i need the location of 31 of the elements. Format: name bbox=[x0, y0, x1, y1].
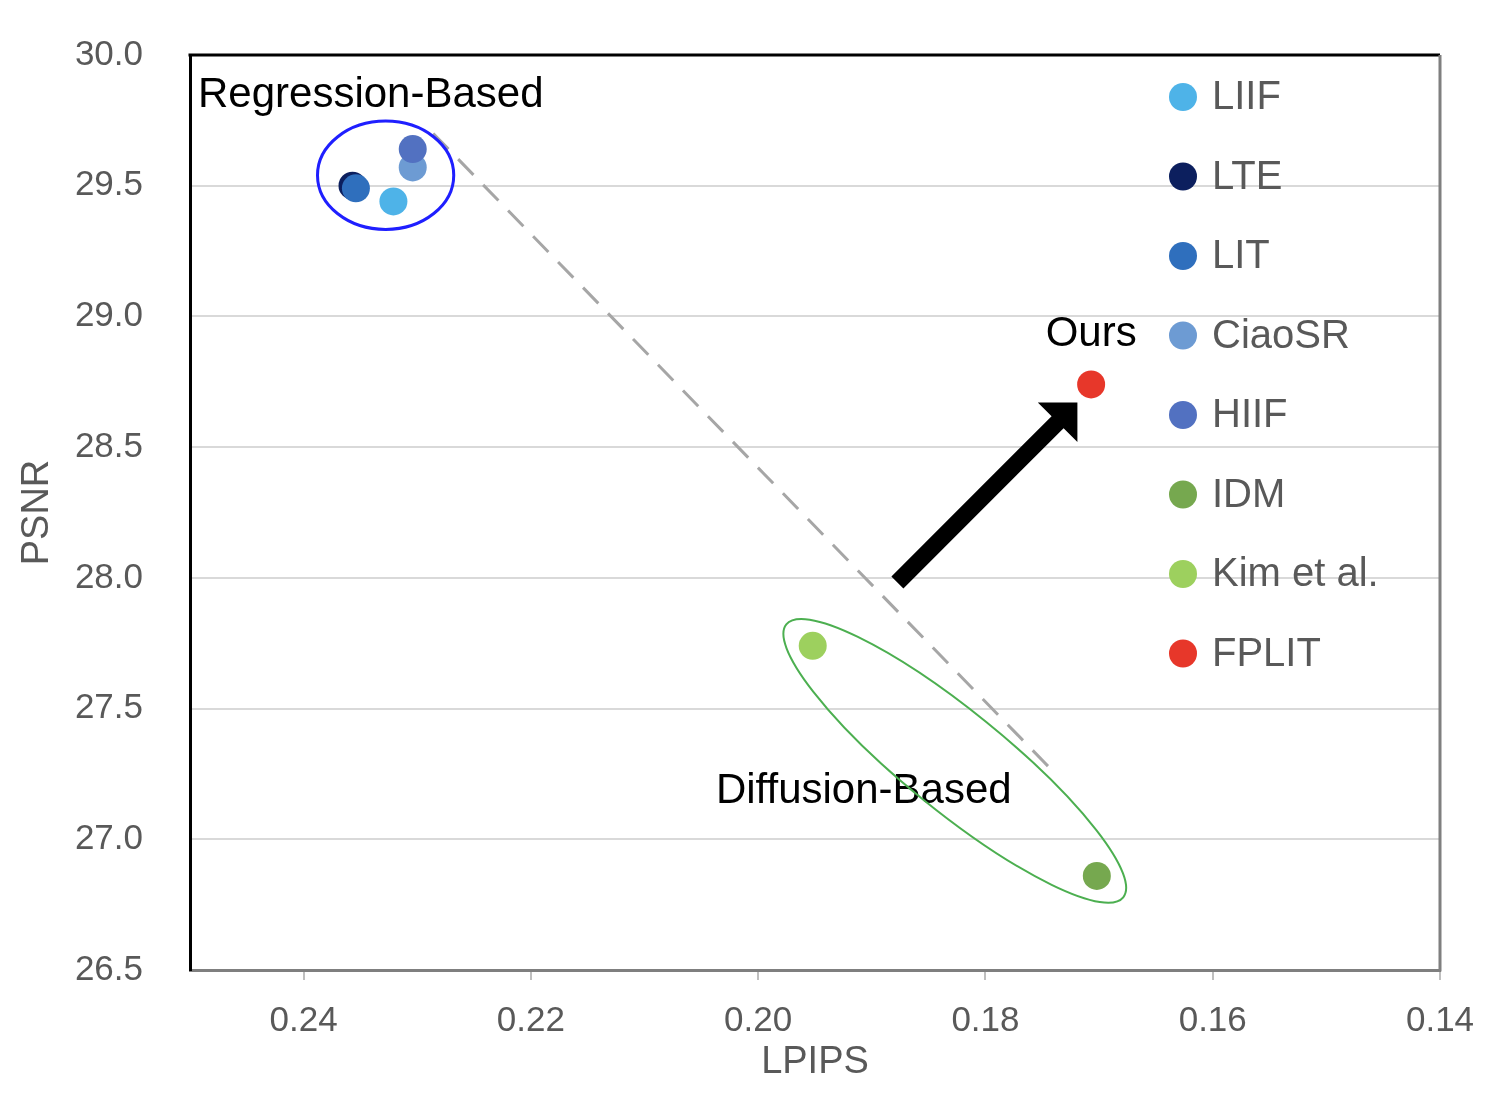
x-tick-label: 0.16 bbox=[1178, 998, 1247, 1038]
y-tick-label: 29.5 bbox=[74, 163, 143, 203]
y-tick-label: 27.0 bbox=[74, 816, 143, 856]
point bbox=[398, 135, 427, 164]
x-tick-label: 0.14 bbox=[1405, 998, 1475, 1038]
annotation: Ours bbox=[1045, 307, 1137, 355]
legend-label: HIIF bbox=[1212, 391, 1288, 436]
x-axis-title: LPIPS bbox=[761, 1038, 869, 1081]
x-tick-label: 0.24 bbox=[269, 998, 338, 1038]
y-tick-label: 30.0 bbox=[74, 32, 143, 72]
y-tick-label: 27.5 bbox=[74, 686, 143, 726]
annotation: Regression-Based bbox=[198, 68, 544, 116]
y-tick-label: 29.0 bbox=[74, 294, 143, 334]
y-tick-label: 28.0 bbox=[74, 555, 143, 595]
legend-label: FPLIT bbox=[1212, 629, 1321, 674]
legend-label: CiaoSR bbox=[1212, 311, 1350, 356]
y-tick-label: 28.5 bbox=[74, 424, 143, 464]
legend-label: LIT bbox=[1212, 232, 1270, 277]
y-axis-title: PSNR bbox=[14, 459, 57, 566]
legend-label: IDM bbox=[1212, 470, 1286, 515]
x-tick-label: 0.18 bbox=[951, 998, 1020, 1038]
point bbox=[1082, 861, 1111, 890]
legend-label: LIIF bbox=[1212, 73, 1281, 118]
x-tick-label: 0.20 bbox=[724, 998, 793, 1038]
x-tick-label: 0.22 bbox=[496, 998, 565, 1038]
point bbox=[798, 631, 827, 660]
legend-label: LTE bbox=[1212, 152, 1283, 197]
y-tick-label: 26.5 bbox=[74, 947, 143, 987]
point bbox=[379, 187, 408, 216]
point bbox=[1077, 370, 1106, 399]
legend-label: Kim et al. bbox=[1212, 550, 1379, 595]
